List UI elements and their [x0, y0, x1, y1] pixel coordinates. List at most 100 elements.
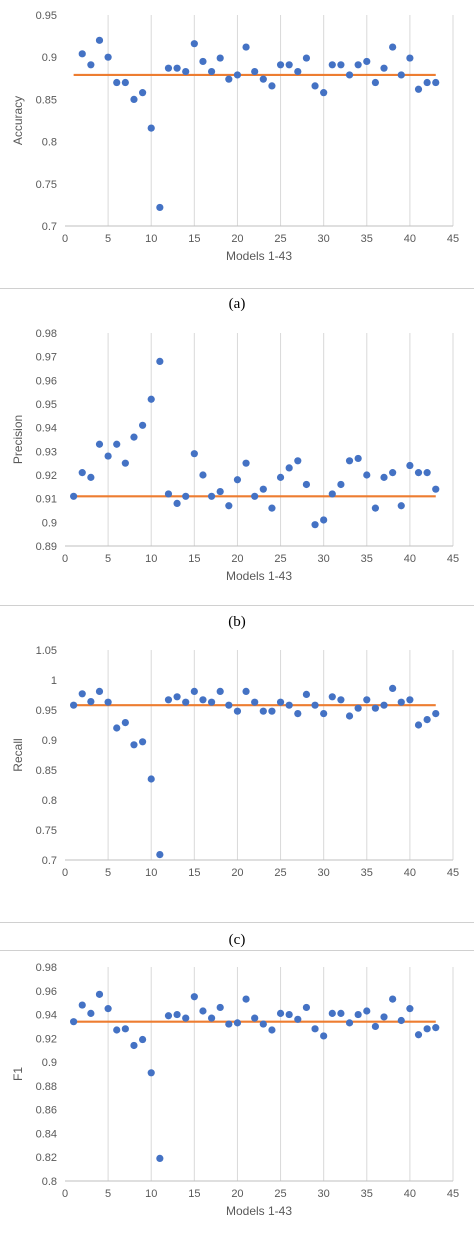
x-tick-label: 35 [361, 867, 373, 879]
y-tick-label: 0.96 [36, 375, 57, 387]
data-point [320, 516, 328, 524]
data-point [259, 707, 267, 715]
data-point [233, 1019, 242, 1027]
data-point [190, 40, 198, 48]
x-tick-label: 30 [318, 867, 330, 879]
data-point [432, 78, 440, 87]
x-tick-label: 15 [188, 553, 200, 565]
data-point [113, 440, 121, 448]
y-tick-label: 0.9 [42, 735, 57, 747]
data-point [173, 499, 181, 507]
data-point [423, 78, 431, 87]
x-axis-title: Models 1-43 [226, 249, 292, 263]
data-point [78, 1001, 86, 1009]
data-point [139, 421, 147, 429]
x-tick-label: 45 [447, 1188, 459, 1200]
data-point [139, 89, 147, 97]
y-tick-label: 0.93 [36, 446, 57, 458]
x-tick-label: 40 [404, 1188, 416, 1200]
data-point [302, 54, 311, 62]
data-point [104, 452, 112, 460]
x-tick-label: 0 [62, 1188, 68, 1200]
data-point [251, 1014, 259, 1022]
data-point [139, 1035, 147, 1044]
x-tick-label: 35 [361, 1188, 373, 1200]
data-point [104, 698, 112, 706]
y-tick-label: 0.8 [42, 137, 57, 149]
separator-2 [0, 605, 474, 606]
y-tick-label: 0.96 [36, 986, 57, 998]
data-point [389, 684, 397, 692]
y-tick-label: 0.98 [36, 962, 57, 974]
data-point [225, 701, 233, 709]
data-point [216, 54, 224, 62]
y-tick-label: 1 [51, 675, 57, 687]
data-point [156, 357, 164, 365]
y-tick-label: 0.8 [42, 1176, 57, 1188]
f1-chart: 0 5 10 15 20 25 30 35 40 45 0.8 0.82 0.84 0.86 0.88 0.9… [11, 962, 459, 1218]
x-axis-title: Models 1-43 [226, 569, 292, 583]
data-point [414, 721, 423, 729]
data-point [216, 487, 224, 496]
data-point [276, 473, 285, 481]
data-point [259, 75, 267, 83]
y-tick-label: 0.86 [36, 1105, 57, 1117]
data-point [337, 61, 345, 69]
data-point [363, 696, 371, 704]
x-tick-label: 25 [274, 867, 286, 879]
data-point [242, 995, 250, 1003]
data-point [389, 995, 397, 1003]
data-point [363, 471, 371, 479]
x-tick-label: 5 [105, 867, 111, 879]
x-tick-label: 20 [231, 867, 243, 879]
data-point [242, 687, 250, 695]
data-point [259, 1020, 267, 1028]
x-tick-label: 40 [404, 233, 416, 245]
data-point [320, 1032, 328, 1040]
x-tick-label: 35 [361, 553, 373, 565]
data-point [432, 710, 440, 718]
y-tick-label: 0.94 [36, 423, 57, 435]
data-point [328, 61, 336, 69]
y-tick-label: 0.7 [42, 855, 57, 867]
recall-chart: 0 5 10 15 20 25 30 35 40 45 0.7 0.75 0.8 0.85 0.9 0.95 1… [11, 645, 459, 879]
x-tick-label: 5 [105, 233, 111, 245]
data-point [432, 485, 440, 493]
x-tick-label: 10 [145, 867, 157, 879]
data-point [242, 459, 250, 467]
data-point [311, 1025, 319, 1033]
x-tick-label: 20 [231, 553, 243, 565]
data-point [207, 1014, 216, 1022]
data-point [354, 61, 362, 69]
data-point [423, 716, 431, 724]
data-point [328, 490, 336, 498]
data-point [199, 471, 207, 479]
data-point [121, 719, 129, 727]
data-point [320, 710, 328, 718]
y-tick-label: 0.92 [36, 1033, 57, 1045]
data-point [276, 61, 285, 69]
data-point [95, 36, 104, 44]
data-point [320, 89, 328, 97]
data-point [113, 1026, 121, 1034]
x-tick-label: 0 [62, 553, 68, 565]
y-tick-label: 0.9 [42, 52, 57, 64]
data-point [113, 724, 121, 732]
data-point [285, 1010, 293, 1019]
y-tick-label: 0.9 [42, 1057, 57, 1069]
data-point [311, 521, 319, 529]
data-point [121, 459, 129, 467]
data-point [259, 485, 267, 493]
x-tick-label: 15 [188, 233, 200, 245]
x-tick-label: 5 [105, 553, 111, 565]
data-point [190, 993, 198, 1001]
separator-1 [0, 288, 474, 289]
data-point [182, 67, 190, 76]
data-point [216, 1003, 224, 1012]
data-point [380, 64, 388, 72]
data-point [363, 57, 371, 66]
x-tick-label: 40 [404, 867, 416, 879]
data-point [113, 78, 121, 87]
y-tick-label: 0.84 [36, 1128, 57, 1140]
data-point [147, 1069, 155, 1077]
